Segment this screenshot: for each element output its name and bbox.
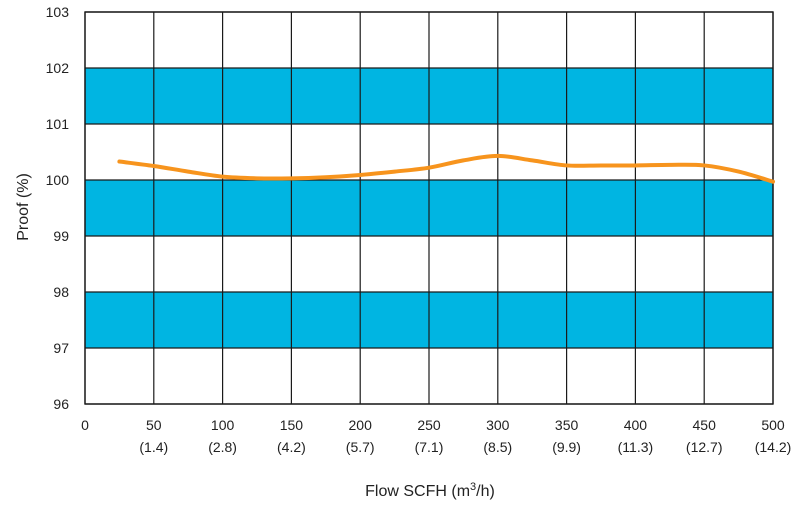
x-tick-label-4: 200: [349, 417, 373, 433]
x-axis-ticks: 0 50 (1.4) 100 (2.8) 150 (4.2) 200 (5.7) 250 (7.1)…: [81, 417, 791, 455]
x-tick-sublabel-4: (5.7): [346, 439, 375, 455]
y-tick-label-6: 102: [46, 60, 70, 76]
x-tick-label-7: 350: [555, 417, 579, 433]
x-tick-sublabel-5: (7.1): [415, 439, 444, 455]
x-tick-sublabel-3: (4.2): [277, 439, 306, 455]
x-tick-label-0: 0: [81, 417, 89, 433]
x-tick-sublabel-2: (2.8): [208, 439, 237, 455]
x-tick-sublabel-7: (9.9): [552, 439, 581, 455]
plot-grid: [84, 11, 774, 405]
x-tick-sublabel-6: (8.5): [483, 439, 512, 455]
plot-border: [84, 11, 774, 405]
x-axis-title-superscript: 3: [470, 481, 476, 493]
x-tick-label-1: 50: [146, 417, 162, 433]
x-axis-title-tail: /h): [476, 483, 495, 500]
x-tick-label-3: 150: [280, 417, 304, 433]
x-axis-title: Flow SCFH (m3/h): [365, 481, 495, 500]
y-axis-title: Proof (%): [15, 173, 32, 241]
x-tick-label-8: 400: [624, 417, 648, 433]
x-tick-label-2: 100: [211, 417, 235, 433]
y-tick-label-0: 96: [53, 396, 69, 412]
y-axis-ticks: 96 97 98 99 100 101 102 103: [46, 4, 70, 412]
y-tick-label-7: 103: [46, 4, 70, 20]
x-tick-label-6: 300: [486, 417, 510, 433]
x-tick-label-9: 450: [693, 417, 717, 433]
x-axis-title-main: Flow SCFH (m: [365, 483, 470, 500]
x-tick-sublabel-10: (14.2): [755, 439, 792, 455]
x-tick-sublabel-8: (11.3): [618, 439, 654, 455]
x-tick-sublabel-9: (12.7): [686, 439, 723, 455]
series-line-0: [117, 153, 775, 184]
y-tick-label-3: 99: [53, 228, 69, 244]
y-tick-label-2: 98: [53, 284, 69, 300]
x-tick-label-5: 250: [417, 417, 441, 433]
y-tick-label-5: 101: [46, 116, 70, 132]
plot-series: [117, 153, 775, 184]
x-tick-label-10: 500: [761, 417, 785, 433]
y-tick-label-4: 100: [46, 172, 70, 188]
x-tick-sublabel-1: (1.4): [139, 439, 168, 455]
y-tick-label-1: 97: [53, 340, 69, 356]
